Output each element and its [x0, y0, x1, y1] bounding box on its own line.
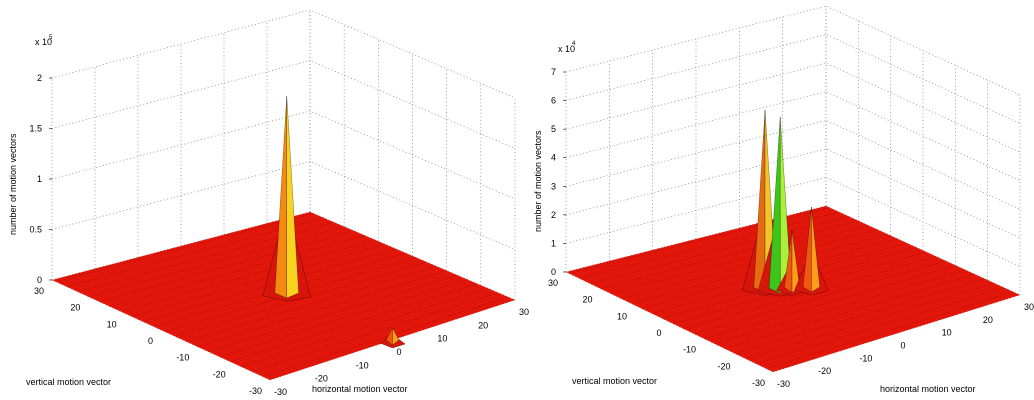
peak-face-right: [811, 206, 820, 293]
peak-face-left: [753, 110, 766, 293]
y-tick-label: 30: [548, 278, 558, 288]
y-tick-label: -30: [249, 386, 262, 396]
x-tick-label: -30: [274, 387, 287, 397]
z-tick-label: 3: [551, 181, 556, 191]
x-tick-label: 0: [397, 347, 402, 357]
x-tick-label: -10: [356, 360, 369, 370]
z-tick-label: 1: [551, 238, 556, 248]
y-tick-label: 10: [107, 319, 117, 329]
peak-face-left: [274, 96, 287, 299]
x-tick-label: 30: [519, 307, 529, 317]
x-tick-label: -10: [859, 353, 872, 363]
y-tick-label: -10: [176, 353, 189, 363]
z-tick-label: 4: [551, 153, 556, 163]
z-tick-label: 1: [37, 174, 42, 184]
z-tick-label: 0: [37, 275, 42, 285]
x-tick-label: 10: [437, 334, 447, 344]
x-tick-label: 20: [983, 315, 993, 325]
y-tick-label: -20: [717, 361, 730, 371]
y-tick-label: 10: [617, 311, 627, 321]
chart-1-x-axis-label: horizontal motion vector: [312, 384, 408, 394]
y-tick-label: 20: [70, 303, 80, 313]
x-tick-label: 10: [942, 328, 952, 338]
z-tick-label: 2: [37, 73, 42, 83]
z-tick-label: 0: [551, 267, 556, 277]
chart-1-peaks: [262, 96, 406, 349]
x-tick-label: 30: [1024, 302, 1034, 312]
z-tick-label: 1.5: [29, 124, 42, 134]
chart-2-z-axis-label: number of motion vectors: [533, 130, 543, 232]
x-tick-label: 20: [478, 320, 488, 330]
chart-1-y-axis-label: vertical motion vector: [26, 377, 111, 387]
surface-chart-1: x 10 5 0 0.5 1 1.5 2 number of motion vector…: [8, 9, 529, 397]
y-tick-label: 0: [148, 336, 153, 346]
y-tick-label: 30: [34, 286, 44, 296]
z-tick-label: 6: [551, 96, 556, 106]
chart-2-peaks: [742, 110, 829, 297]
x-tick-label: -30: [777, 379, 790, 389]
chart-1-surface-mesh: [55, 212, 511, 379]
surface-chart-2: x 10 4 0 1 2 3 4 5 6 7 number of motion vectors…: [533, 5, 1034, 394]
chart-1-z-exponent: x 10: [35, 37, 52, 47]
z-tick-label: 0.5: [29, 225, 42, 235]
chart-2-z-exponent-power: 4: [572, 41, 576, 47]
z-tick-label: 2: [551, 210, 556, 220]
chart-2-x-axis-label: horizontal motion vector: [880, 384, 976, 394]
peak-face-right: [286, 96, 299, 299]
peak-face-right: [392, 327, 400, 346]
y-tick-label: -30: [752, 378, 765, 388]
chart-1-z-axis-label: number of motion vectors: [8, 133, 18, 235]
chart-1-z-exponent-power: 5: [49, 35, 53, 41]
chart-2-y-axis-label: vertical motion vector: [572, 376, 657, 386]
y-tick-label: 20: [582, 295, 592, 305]
y-tick-label: -10: [683, 345, 696, 355]
y-tick-label: -20: [213, 369, 226, 379]
y-tick-label: 0: [656, 328, 661, 338]
z-tick-label: 7: [551, 67, 556, 77]
x-tick-label: -20: [315, 374, 328, 384]
chart-2-z-exponent: x 10: [558, 44, 575, 54]
x-tick-label: 0: [901, 341, 906, 351]
z-tick-label: 5: [551, 124, 556, 134]
x-tick-label: -20: [818, 366, 831, 376]
